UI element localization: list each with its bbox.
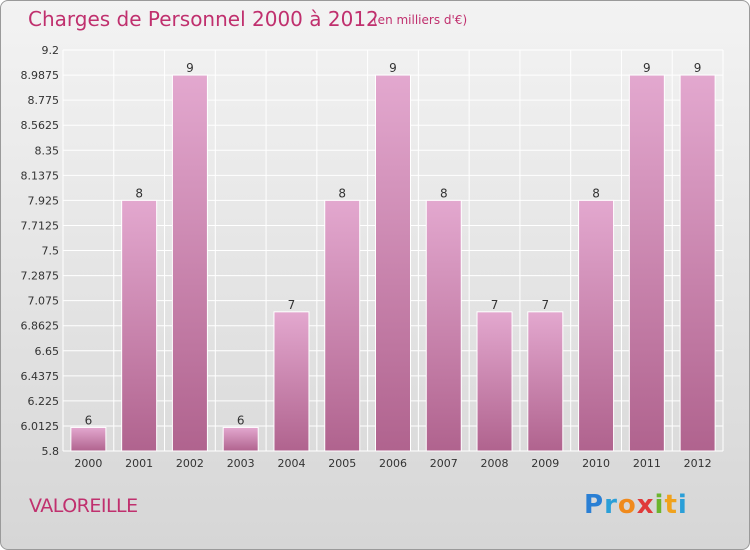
y-tick-label: 6.0125 xyxy=(21,420,60,433)
y-tick-label: 5.8 xyxy=(42,445,60,458)
x-tick-label: 2001 xyxy=(125,457,153,470)
y-tick-label: 7.075 xyxy=(28,295,60,308)
bar-value-label: 6 xyxy=(85,413,93,427)
y-tick-label: 7.7125 xyxy=(21,219,60,232)
x-tick-label: 2002 xyxy=(176,457,204,470)
y-tick-label: 6.8625 xyxy=(21,320,60,333)
bar-value-label: 8 xyxy=(440,186,448,200)
bar-2006[interactable] xyxy=(375,74,411,452)
y-tick-label: 8.35 xyxy=(35,144,60,157)
logo-letter: i xyxy=(677,490,688,520)
bar-value-label: 7 xyxy=(288,298,296,312)
bar-value-label: 7 xyxy=(491,298,499,312)
x-tick-label: 2004 xyxy=(277,457,305,470)
bar-value-label: 7 xyxy=(541,298,549,312)
bar-value-label: 9 xyxy=(186,61,194,75)
y-tick-label: 8.9875 xyxy=(21,69,60,82)
commune-name: VALOREILLE xyxy=(29,495,138,517)
proxiti-logo[interactable]: Proxiti xyxy=(584,490,688,520)
bar-value-label: 8 xyxy=(135,186,143,200)
y-tick-label: 8.5625 xyxy=(21,119,60,132)
bar-value-label: 9 xyxy=(694,61,702,75)
logo-letter: t xyxy=(664,490,678,520)
bar-value-label: 9 xyxy=(643,61,651,75)
logo-letter: r xyxy=(604,490,618,520)
logo-letter: P xyxy=(584,490,605,520)
bar-2008[interactable] xyxy=(476,311,513,452)
y-tick-label: 6.4375 xyxy=(21,370,60,383)
x-tick-label: 2006 xyxy=(379,457,407,470)
x-tick-label: 2007 xyxy=(430,457,458,470)
chart-subtitle: (en milliers d'€) xyxy=(373,13,468,27)
bar-2001[interactable] xyxy=(121,199,158,452)
y-tick-label: 9.2 xyxy=(42,44,60,57)
x-tick-label: 2003 xyxy=(227,457,255,470)
bar-value-label: 8 xyxy=(592,186,600,200)
x-tick-label: 2008 xyxy=(481,457,509,470)
bar-2007[interactable] xyxy=(425,199,462,452)
bar-value-label: 9 xyxy=(389,61,397,75)
bar-2012[interactable] xyxy=(679,74,716,452)
x-tick-label: 2009 xyxy=(531,457,559,470)
y-tick-label: 6.225 xyxy=(28,395,60,408)
bar-2003[interactable] xyxy=(222,426,259,452)
x-tick-label: 2011 xyxy=(633,457,661,470)
x-tick-label: 2005 xyxy=(328,457,356,470)
x-tick-label: 2000 xyxy=(74,457,102,470)
logo-letter: i xyxy=(654,490,665,520)
y-tick-label: 7.5 xyxy=(42,245,60,258)
bar-2009[interactable] xyxy=(527,311,564,452)
bar-value-label: 6 xyxy=(237,413,245,427)
y-tick-label: 7.925 xyxy=(28,194,60,207)
bar-2005[interactable] xyxy=(324,199,361,452)
x-tick-label: 2010 xyxy=(582,457,610,470)
logo-letter: x xyxy=(636,490,655,520)
bar-2004[interactable] xyxy=(273,311,310,452)
bar-value-label: 8 xyxy=(338,186,346,200)
logo-letter: o xyxy=(617,490,637,520)
chart-title: Charges de Personnel 2000 à 2012 xyxy=(28,7,379,31)
bar-2000[interactable] xyxy=(70,426,107,452)
y-tick-label: 6.65 xyxy=(35,345,60,358)
bar-2002[interactable] xyxy=(171,74,208,452)
y-tick-label: 7.2875 xyxy=(21,270,60,283)
bar-2010[interactable] xyxy=(578,199,615,452)
x-tick-label: 2012 xyxy=(684,457,712,470)
bar-2011[interactable] xyxy=(628,74,665,452)
y-tick-label: 8.1375 xyxy=(21,169,60,182)
y-tick-label: 8.775 xyxy=(28,94,60,107)
